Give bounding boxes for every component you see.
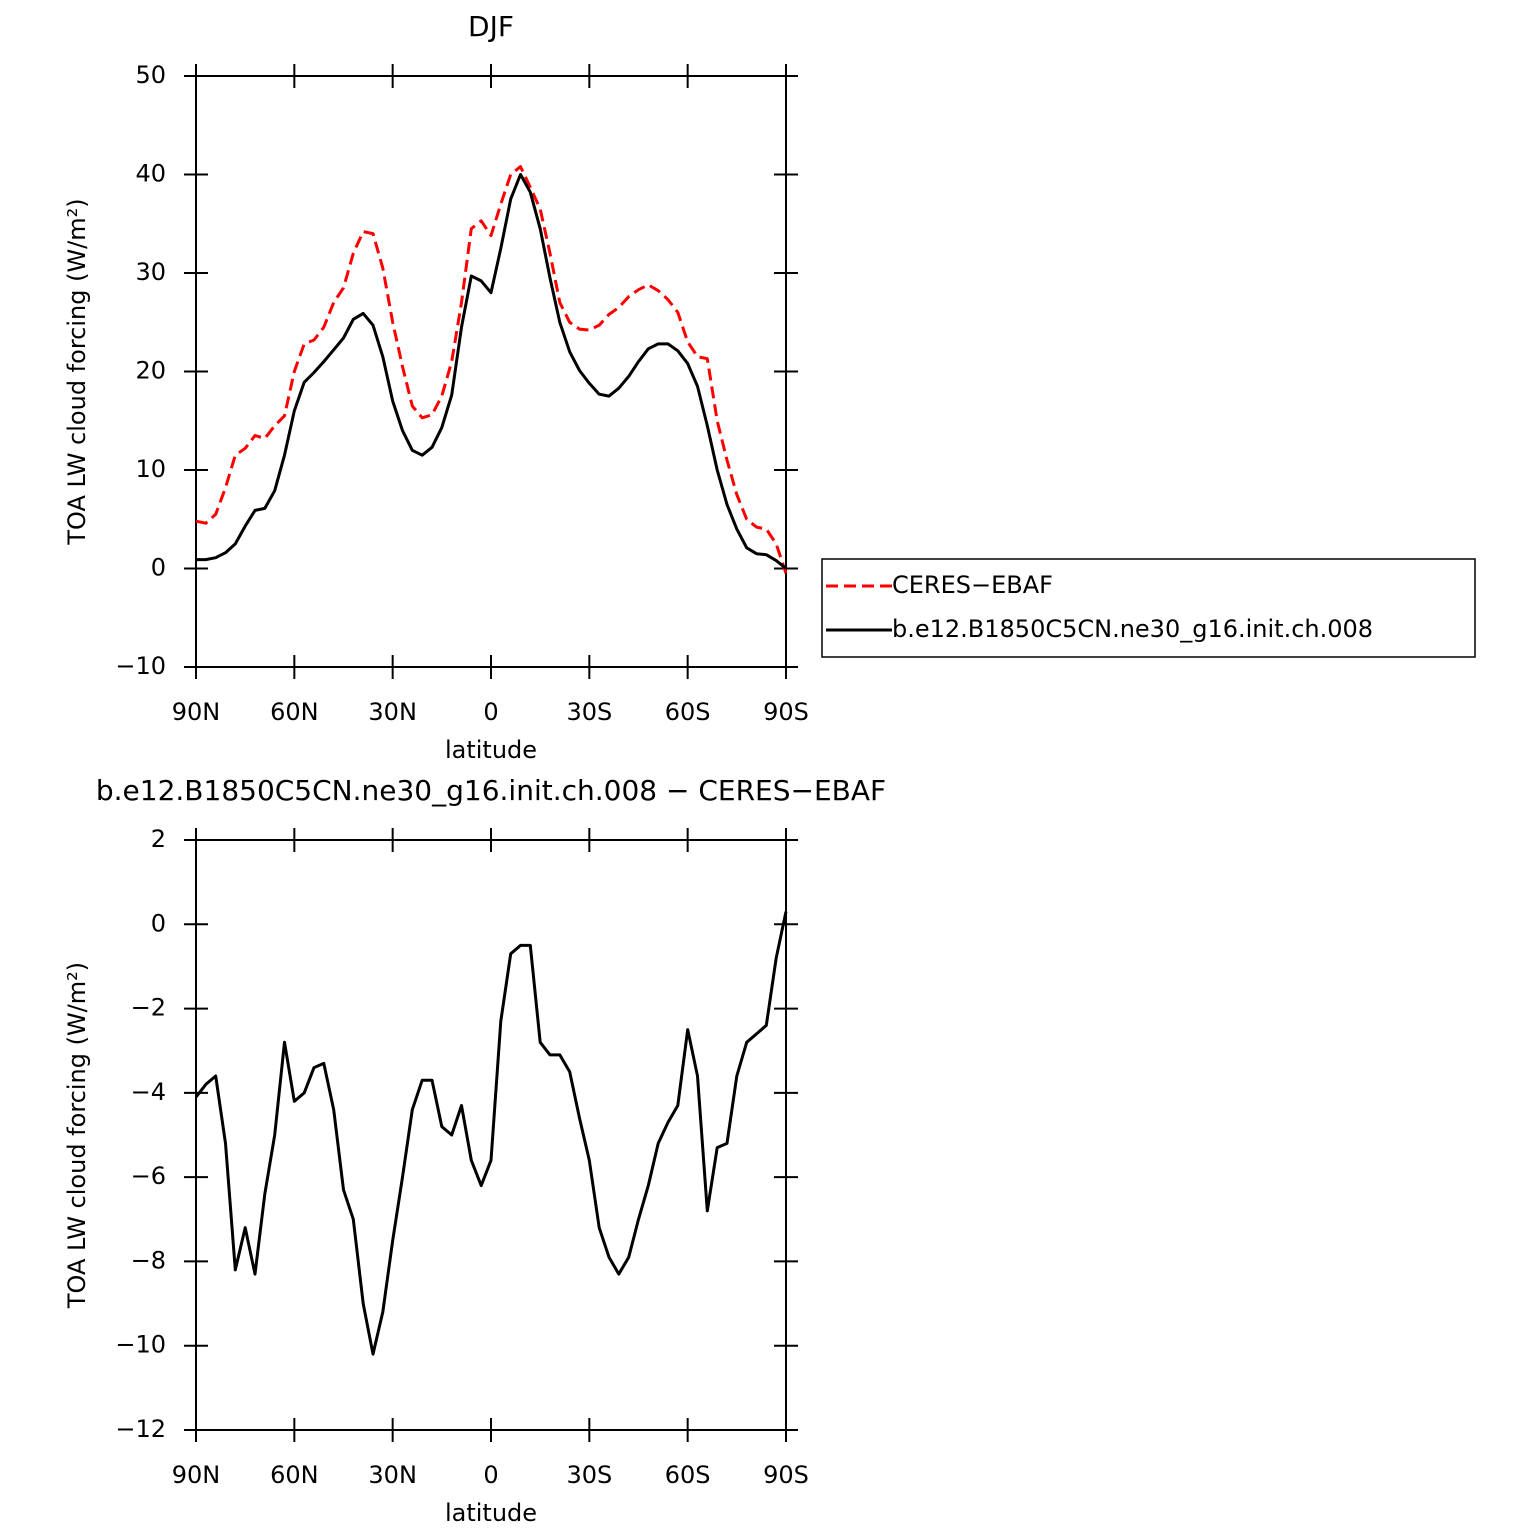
chart-title: b.e12.B1850C5CN.ne30_g16.init.ch.008 − C… bbox=[96, 774, 886, 807]
y-axis-label: TOA LW cloud forcing (W/m²) bbox=[63, 198, 91, 545]
y-tick-label: 0 bbox=[151, 909, 166, 937]
legend-box bbox=[821, 558, 1476, 658]
y-tick-label: −2 bbox=[131, 994, 166, 1022]
x-tick-label: 30S bbox=[566, 1461, 612, 1489]
x-tick-label: 90S bbox=[763, 698, 809, 726]
plot-frame bbox=[195, 839, 787, 1431]
legend-label: b.e12.B1850C5CN.ne30_g16.init.ch.008 bbox=[892, 615, 1373, 643]
x-tick-label: 90N bbox=[172, 1461, 221, 1489]
chart-title: DJF bbox=[468, 10, 514, 43]
plot-frame bbox=[195, 75, 787, 668]
data-line bbox=[196, 173, 787, 570]
x-tick-label: 90N bbox=[172, 698, 221, 726]
x-tick-label: 30S bbox=[566, 698, 612, 726]
y-tick-label: 10 bbox=[135, 455, 166, 483]
y-tick-label: 20 bbox=[135, 357, 166, 385]
y-tick-label: 50 bbox=[135, 61, 166, 89]
x-tick-label: 60S bbox=[665, 1461, 711, 1489]
x-tick-label: 30N bbox=[368, 1461, 417, 1489]
data-line bbox=[194, 911, 788, 1356]
y-tick-label: 30 bbox=[135, 258, 166, 286]
y-tick-label: −6 bbox=[131, 1162, 166, 1190]
legend-label: CERES−EBAF bbox=[892, 571, 1053, 599]
data-line bbox=[195, 165, 788, 574]
y-tick-label: −12 bbox=[115, 1415, 166, 1443]
y-tick-label: −8 bbox=[131, 1246, 166, 1274]
x-tick-label: 0 bbox=[483, 698, 498, 726]
x-tick-label: 60N bbox=[270, 698, 319, 726]
x-tick-label: 90S bbox=[763, 1461, 809, 1489]
x-axis-label: latitude bbox=[445, 736, 537, 764]
y-tick-label: 2 bbox=[151, 825, 166, 853]
x-tick-label: 0 bbox=[483, 1461, 498, 1489]
y-tick-label: −10 bbox=[115, 1331, 166, 1359]
y-axis-label: TOA LW cloud forcing (W/m²) bbox=[63, 962, 91, 1309]
x-axis-label: latitude bbox=[445, 1499, 537, 1527]
y-tick-label: 40 bbox=[135, 160, 166, 188]
x-tick-label: 60N bbox=[270, 1461, 319, 1489]
y-tick-label: 0 bbox=[151, 554, 166, 582]
y-tick-label: −4 bbox=[131, 1078, 166, 1106]
y-tick-label: −10 bbox=[115, 652, 166, 680]
x-tick-label: 30N bbox=[368, 698, 417, 726]
x-tick-label: 60S bbox=[665, 698, 711, 726]
